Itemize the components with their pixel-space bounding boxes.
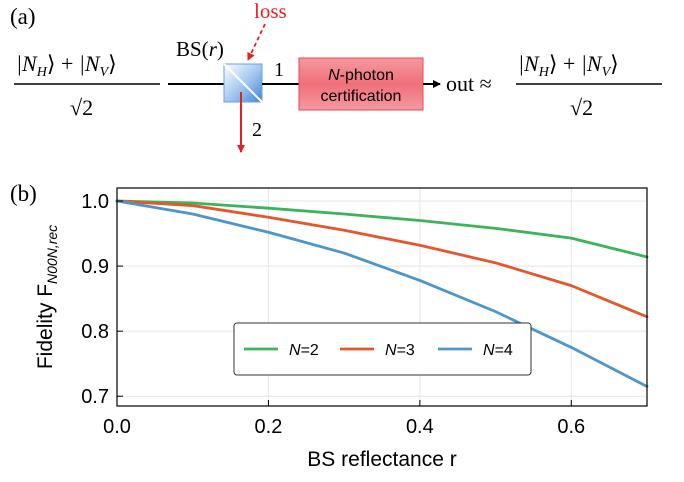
panel-a: (a) |NH⟩ + |NV⟩ √2 BS(r) loss 2 1 [10, 0, 662, 153]
loss-arrow [247, 23, 266, 61]
legend-box [233, 322, 532, 376]
input-state: |NH⟩ + |NV⟩ √2 [14, 51, 160, 120]
bs-diagonal [223, 63, 263, 103]
x-tick-label: 0.2 [255, 416, 283, 438]
bs-label: BS(r) [176, 37, 224, 61]
certification-line2: certification [321, 88, 402, 105]
port-1-label: 1 [274, 59, 284, 81]
output-denominator: √2 [570, 95, 593, 120]
output-state: |NH⟩ + |NV⟩ √2 [516, 51, 662, 120]
y-tick-label: 0.9 [81, 256, 109, 278]
certification-rect [298, 57, 424, 111]
panel-a-label: (a) [10, 4, 36, 29]
x-tick-label: 0.6 [557, 416, 585, 438]
y-tick-label: 0.7 [81, 386, 109, 408]
legend-label-N2: N=2 [289, 342, 319, 359]
legend: N=2 N=3 N=4 [233, 322, 532, 376]
panel-b-label: (b) [10, 181, 37, 206]
series-line-N4 [115, 199, 649, 388]
fidelity-chart: 0.0 0.2 0.4 0.6 0.7 0.8 0.9 1.0 N=2 N=3 N=4 BS r… [34, 187, 649, 471]
certification-line1: N-photon [328, 67, 394, 84]
certification-box: N-photon certification [298, 57, 424, 111]
y-ticks: 0.7 0.8 0.9 1.0 [81, 191, 123, 408]
x-axis-label: BS reflectance r [307, 448, 456, 471]
x-tick-label: 0.0 [103, 416, 131, 438]
legend-label-N4: N=4 [483, 342, 513, 359]
series-line-N3 [115, 199, 649, 319]
series-line-N2 [115, 199, 649, 259]
loss-label: loss [254, 0, 287, 23]
x-ticks: 0.0 0.2 0.4 0.6 [103, 400, 585, 438]
y-tick-label: 0.8 [81, 321, 109, 343]
y-tick-label: 1.0 [81, 191, 109, 213]
input-denominator: √2 [70, 95, 93, 120]
beam-splitter [223, 63, 263, 103]
plot-frame [116, 187, 648, 407]
curves [115, 199, 649, 388]
y-axis-label: Fidelity FN00N,rec [34, 225, 60, 369]
output-numerator: |NH⟩ + |NV⟩ [518, 51, 619, 80]
port-2-label: 2 [252, 119, 262, 141]
input-numerator: |NH⟩ + |NV⟩ [16, 51, 117, 80]
x-tick-label: 0.4 [406, 416, 434, 438]
out-label: out ≈ [446, 71, 492, 96]
legend-items: N=2 N=3 N=4 [244, 342, 513, 359]
legend-label-N3: N=3 [385, 342, 415, 359]
